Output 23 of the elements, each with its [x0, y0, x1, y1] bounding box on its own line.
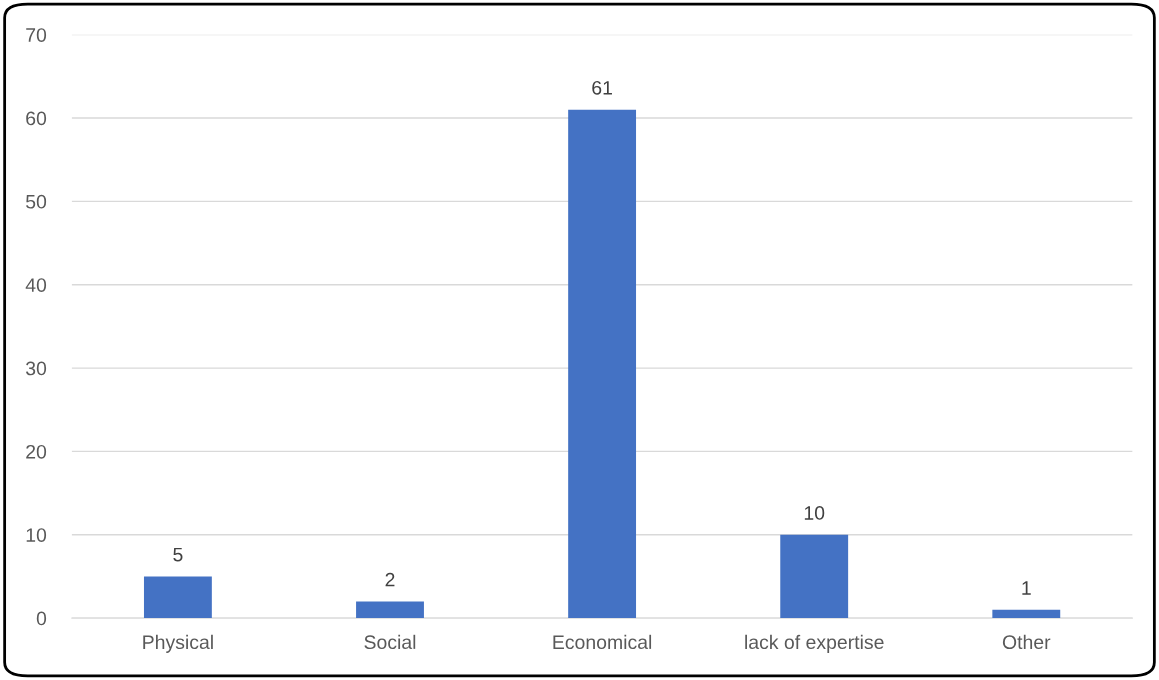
data-label: 2 [385, 572, 395, 587]
x-tick-label: Other [1002, 634, 1051, 650]
x-tick-label: lack of expertise [745, 634, 884, 653]
x-tick-label: Social [364, 634, 416, 650]
y-tick-label: 50 [26, 194, 47, 209]
bar [992, 609, 1061, 619]
y-tick-label: 70 [26, 28, 47, 42]
data-label: 1 [1022, 581, 1031, 595]
bar [568, 109, 637, 619]
data-label: 10 [804, 506, 825, 520]
x-tick-label: Economical [553, 634, 652, 650]
y-tick-label: 40 [25, 278, 47, 292]
bar [356, 601, 424, 619]
y-tick-label: 10 [26, 528, 47, 543]
y-tick-label: 30 [25, 361, 47, 376]
data-label: 61 [592, 80, 612, 95]
x-tick-label: Physical [143, 634, 213, 653]
y-tick-label: 60 [26, 111, 47, 126]
y-tick-label: 0 [36, 611, 47, 626]
data-label: 5 [173, 547, 183, 562]
y-tick-label: 20 [26, 444, 47, 459]
bar [780, 534, 849, 619]
bar [143, 576, 212, 619]
